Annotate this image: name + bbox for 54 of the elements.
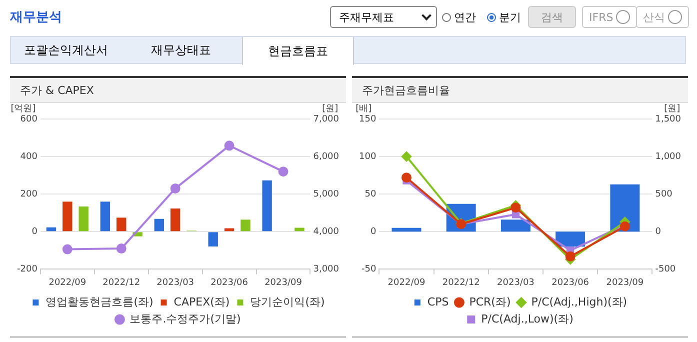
legend-label: P/C(Adj.,High)(좌) bbox=[531, 295, 628, 308]
y-axis-title: [배] bbox=[356, 104, 372, 114]
text: IFRS bbox=[589, 10, 614, 24]
legend-label: 당기순이익(좌) bbox=[250, 295, 325, 308]
y-tick-label: 200 bbox=[20, 189, 38, 200]
y2-tick-label: 500 bbox=[655, 189, 673, 200]
text: 산식 bbox=[643, 10, 665, 24]
legend-label: CPS bbox=[427, 295, 449, 308]
text: 주재무제표 bbox=[339, 10, 394, 24]
y2-tick-label: -500 bbox=[655, 264, 676, 275]
y2-tick-label: 1,000 bbox=[655, 152, 682, 162]
y2-tick-label: 3,000 bbox=[313, 264, 340, 275]
y-tick-label: 50 bbox=[364, 189, 376, 200]
x-tick-label: 2023/09 bbox=[606, 278, 644, 288]
x-tick-label: 2023/03 bbox=[156, 278, 194, 288]
y2-tick-label: 0 bbox=[655, 226, 662, 237]
y-tick-label: 150 bbox=[358, 114, 376, 124]
y2-tick-label: 5,000 bbox=[313, 189, 340, 200]
chart-title: 주가현금흐름비율 bbox=[352, 76, 688, 103]
y-tick-label: -50 bbox=[361, 264, 376, 275]
y-tick-label: 0 bbox=[32, 226, 38, 237]
chart-title: 주가 & CAPEX bbox=[10, 76, 346, 103]
legend-label: 보통주.수정주가(기말) bbox=[130, 312, 241, 326]
legend-label: CAPEX(좌) bbox=[174, 295, 230, 308]
text: 재무분석 bbox=[10, 9, 62, 26]
text: 검색 bbox=[528, 6, 576, 28]
x-tick-label: 2023/09 bbox=[264, 278, 302, 288]
y2-tick-label: 7,000 bbox=[313, 114, 340, 124]
x-tick-label: 2023/06 bbox=[552, 278, 590, 288]
text: 포괄손익계산서 bbox=[23, 42, 109, 59]
text: 연간 bbox=[454, 10, 476, 24]
y-tick-label: -200 bbox=[16, 264, 38, 275]
x-tick-label: 2023/06 bbox=[210, 278, 248, 288]
y-tick-label: 100 bbox=[358, 152, 376, 162]
y2-axis-title: [원] bbox=[322, 104, 338, 114]
y-axis-title: [억원] bbox=[10, 104, 36, 114]
legend-label: P/C(Adj.,Low)(좌) bbox=[481, 312, 574, 326]
y-tick-label: 400 bbox=[20, 152, 38, 162]
x-tick-label: 2022/12 bbox=[442, 278, 480, 288]
text: 재무상태표 bbox=[150, 42, 212, 59]
y-tick-label: 0 bbox=[370, 226, 376, 237]
legend-label: PCR(좌) bbox=[469, 295, 511, 308]
x-tick-label: 2022/09 bbox=[388, 278, 426, 288]
y2-tick-label: 6,000 bbox=[313, 152, 340, 162]
y-tick-label: 600 bbox=[20, 114, 38, 124]
text: 현금흐름표 bbox=[242, 37, 354, 65]
x-tick-label: 2023/03 bbox=[497, 278, 534, 288]
y2-axis-title: [원] bbox=[664, 104, 680, 114]
legend-label: 영업활동현금흐름(좌) bbox=[46, 295, 154, 308]
x-tick-label: 2022/12 bbox=[102, 278, 140, 288]
y2-tick-label: 4,000 bbox=[313, 226, 340, 237]
x-tick-label: 2022/09 bbox=[48, 278, 86, 288]
y2-tick-label: 1,500 bbox=[655, 114, 682, 124]
text: 분기 bbox=[499, 10, 521, 24]
